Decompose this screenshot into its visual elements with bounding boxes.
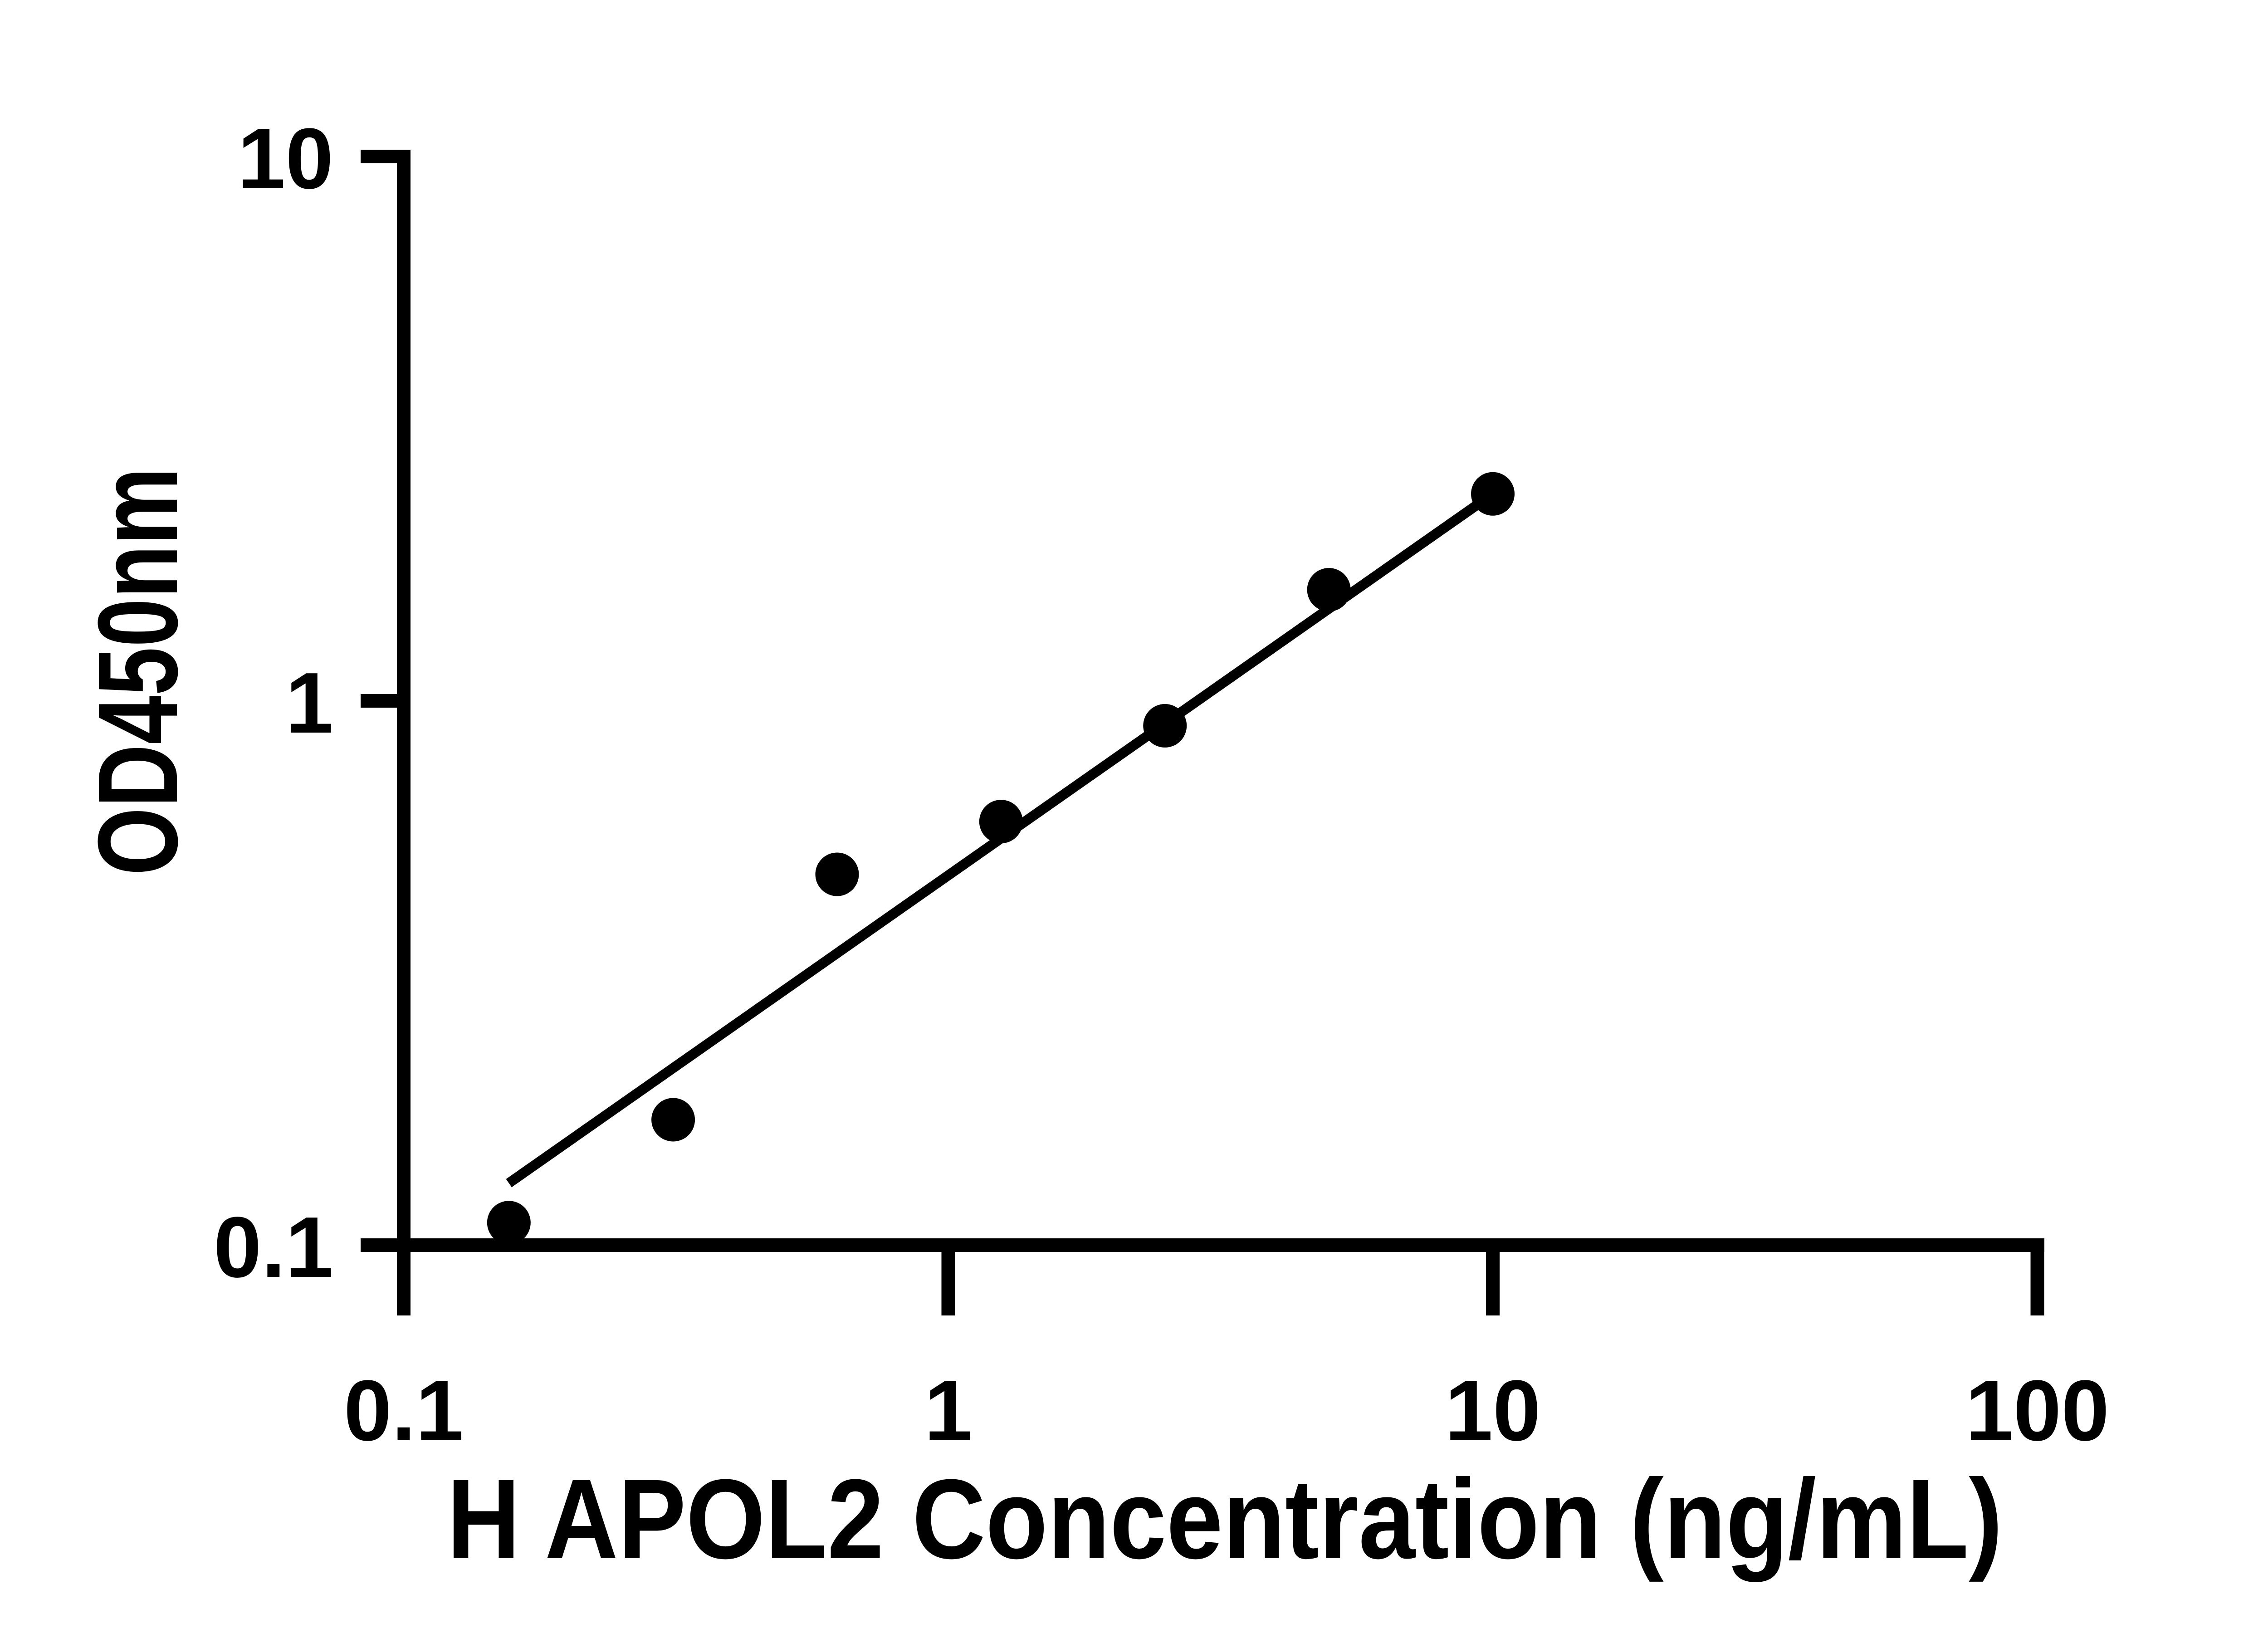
data-point xyxy=(1143,704,1187,748)
y-tick xyxy=(361,150,397,163)
x-tick-label: 10 xyxy=(1445,1363,1540,1459)
tick-label-layer: 0.1 1 10 0.1 1 10 100 xyxy=(214,111,2109,1459)
y-tick-label: 10 xyxy=(238,111,333,207)
data-point xyxy=(651,1098,695,1142)
data-point xyxy=(1307,568,1351,612)
x-axis-line xyxy=(397,1238,2044,1252)
data-point xyxy=(979,800,1023,844)
plot-layer xyxy=(487,472,1515,1245)
x-tick-label: 0.1 xyxy=(344,1363,464,1459)
tick-layer xyxy=(361,150,2044,1315)
y-axis-title: OD450nm xyxy=(74,467,201,875)
x-axis-title: H APOL2 Concentration (ng/mL) xyxy=(447,1456,2003,1582)
y-tick xyxy=(361,694,397,708)
data-point xyxy=(487,1201,531,1245)
y-tick-label: 1 xyxy=(285,655,333,751)
x-tick xyxy=(397,1252,411,1315)
x-tick xyxy=(941,1252,955,1315)
axes-layer xyxy=(397,150,2044,1252)
y-tick-label: 0.1 xyxy=(214,1199,333,1296)
x-tick xyxy=(1486,1252,1500,1315)
x-tick-label: 100 xyxy=(1965,1363,2109,1459)
data-point xyxy=(815,852,859,896)
y-axis-line xyxy=(397,150,411,1252)
x-tick-label: 1 xyxy=(924,1363,973,1459)
y-tick xyxy=(361,1238,397,1252)
data-point xyxy=(1471,472,1515,516)
x-tick xyxy=(2030,1252,2044,1315)
